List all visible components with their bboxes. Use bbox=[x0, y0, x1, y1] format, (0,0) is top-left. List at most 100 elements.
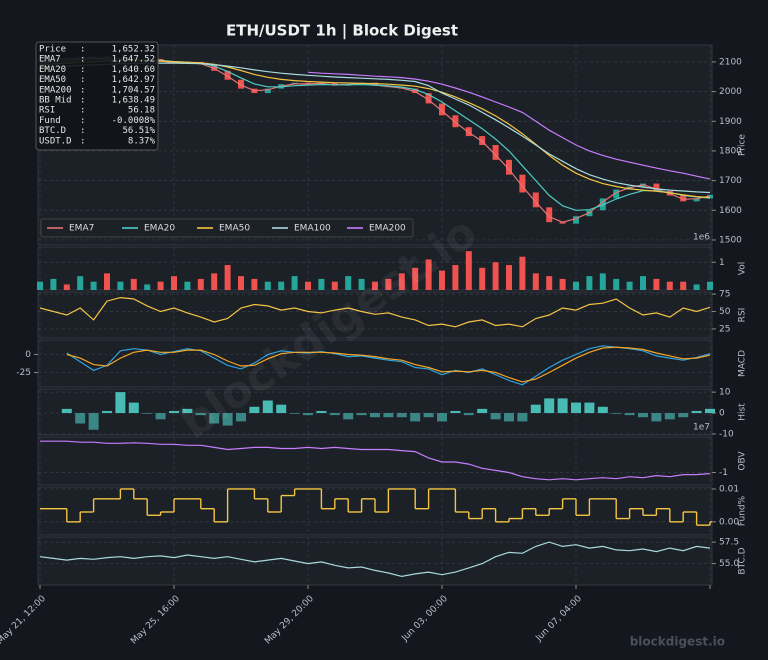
histogram-bar bbox=[115, 392, 126, 414]
y-tick-label: 1800 bbox=[719, 146, 742, 156]
volume-bar bbox=[412, 267, 419, 290]
panel: -25 0 MACD bbox=[16, 339, 748, 388]
chart-title: ETH/USDT 1h | Block Digest bbox=[226, 22, 458, 41]
volume-bar bbox=[707, 281, 713, 290]
panel-background bbox=[37, 291, 713, 339]
axis-offset-label: 1e6 bbox=[693, 233, 710, 243]
y-tick-label: 75 bbox=[719, 290, 730, 300]
candle bbox=[479, 136, 486, 145]
volume-bar bbox=[439, 270, 445, 290]
histogram-bar bbox=[343, 413, 354, 420]
y-tick-label: 55.0 bbox=[719, 559, 739, 569]
candle bbox=[613, 189, 620, 199]
histogram-bar bbox=[289, 413, 300, 414]
candle bbox=[211, 64, 218, 71]
info-box: Price: 1,652.32 EMA7: 1,647.52 EMA20: 1,640.6… bbox=[35, 41, 159, 151]
volume-bar bbox=[238, 276, 244, 290]
histogram-bar bbox=[477, 408, 488, 414]
candle bbox=[439, 103, 445, 116]
histogram-bar bbox=[383, 413, 394, 418]
histogram-bar bbox=[102, 410, 112, 414]
volume-bar bbox=[666, 281, 673, 290]
volume-bar bbox=[318, 278, 325, 290]
histogram-bar bbox=[209, 413, 220, 424]
histogram-bar bbox=[303, 413, 313, 416]
candle bbox=[506, 159, 512, 175]
volume-bar bbox=[586, 276, 593, 290]
candle bbox=[653, 183, 660, 191]
candle bbox=[707, 194, 713, 199]
info-colon: : bbox=[80, 96, 85, 106]
y-tick-label: 0 bbox=[25, 350, 31, 360]
info-label: Price bbox=[39, 45, 66, 55]
candle bbox=[465, 127, 472, 137]
volume-bar bbox=[532, 273, 539, 290]
volume-bar bbox=[130, 278, 137, 290]
histogram-bar bbox=[182, 408, 193, 414]
y-axis-label: MACD bbox=[738, 350, 748, 377]
panel: -1 OBV bbox=[37, 436, 748, 486]
histogram-bar bbox=[678, 413, 689, 418]
panel: -10 0 10 Hist 1e7 bbox=[37, 388, 748, 439]
histogram-bar bbox=[128, 402, 139, 414]
y-tick-label: 25 bbox=[719, 324, 730, 334]
volume-bar bbox=[626, 281, 633, 290]
axis-offset-label: 1e7 bbox=[693, 423, 710, 433]
histogram-bar bbox=[638, 413, 648, 418]
candle bbox=[224, 70, 231, 80]
histogram-bar bbox=[169, 410, 179, 414]
volume-bar bbox=[224, 265, 231, 290]
volume-bar bbox=[559, 278, 566, 290]
info-value: 1,642.97 bbox=[112, 75, 155, 85]
histogram-bar bbox=[356, 413, 367, 416]
y-tick-label: 57.5 bbox=[719, 538, 739, 548]
histogram-bar bbox=[142, 413, 153, 414]
candle bbox=[412, 88, 419, 94]
volume-bar bbox=[144, 284, 151, 290]
candle bbox=[264, 88, 271, 94]
y-tick-label: -25 bbox=[16, 368, 31, 378]
histogram-bar bbox=[450, 410, 461, 414]
histogram-bar bbox=[463, 413, 474, 416]
candle bbox=[331, 82, 338, 86]
info-colon: : bbox=[80, 85, 85, 95]
y-axis-label: Hist bbox=[738, 403, 748, 421]
y-tick-label: 2100 bbox=[719, 57, 742, 67]
histogram-bar bbox=[544, 398, 555, 414]
info-label: EMA20 bbox=[39, 65, 66, 75]
volume-bar bbox=[519, 256, 526, 290]
line-series bbox=[39, 541, 711, 578]
y-axis-label: Price bbox=[738, 134, 748, 156]
histogram-bar bbox=[517, 413, 528, 422]
volume-bar bbox=[305, 281, 311, 290]
panel-background bbox=[37, 339, 713, 388]
volume-bar bbox=[358, 278, 365, 290]
histogram-bar bbox=[691, 410, 702, 414]
volume-bar bbox=[37, 281, 43, 290]
info-label: BTC.D bbox=[39, 126, 66, 136]
candle bbox=[532, 192, 539, 208]
y-axis-label: BTC.D bbox=[738, 547, 748, 574]
candle bbox=[519, 174, 526, 193]
watermark: blockdigest.io bbox=[630, 635, 725, 649]
volume-bar bbox=[479, 267, 486, 290]
panel: 1 Vol bbox=[37, 246, 748, 291]
info-colon: : bbox=[80, 65, 85, 75]
panel-background bbox=[37, 436, 713, 486]
y-tick-label: -10 bbox=[719, 429, 734, 439]
histogram-bar bbox=[276, 404, 287, 414]
histogram-bar bbox=[195, 413, 206, 416]
volume-bar bbox=[599, 273, 606, 290]
panel: 25 50 75 RSI bbox=[37, 290, 748, 339]
volume-bar bbox=[546, 276, 553, 290]
volume-bar bbox=[640, 276, 646, 290]
info-colon: : bbox=[80, 136, 85, 146]
info-label: EMA200 bbox=[39, 85, 72, 95]
y-tick-label: 50 bbox=[719, 307, 731, 317]
volume-bar bbox=[331, 281, 338, 290]
volume-bar bbox=[385, 278, 392, 290]
volume-bar bbox=[291, 276, 298, 290]
volume-bar bbox=[90, 281, 97, 290]
y-tick-label: 1700 bbox=[719, 176, 742, 186]
